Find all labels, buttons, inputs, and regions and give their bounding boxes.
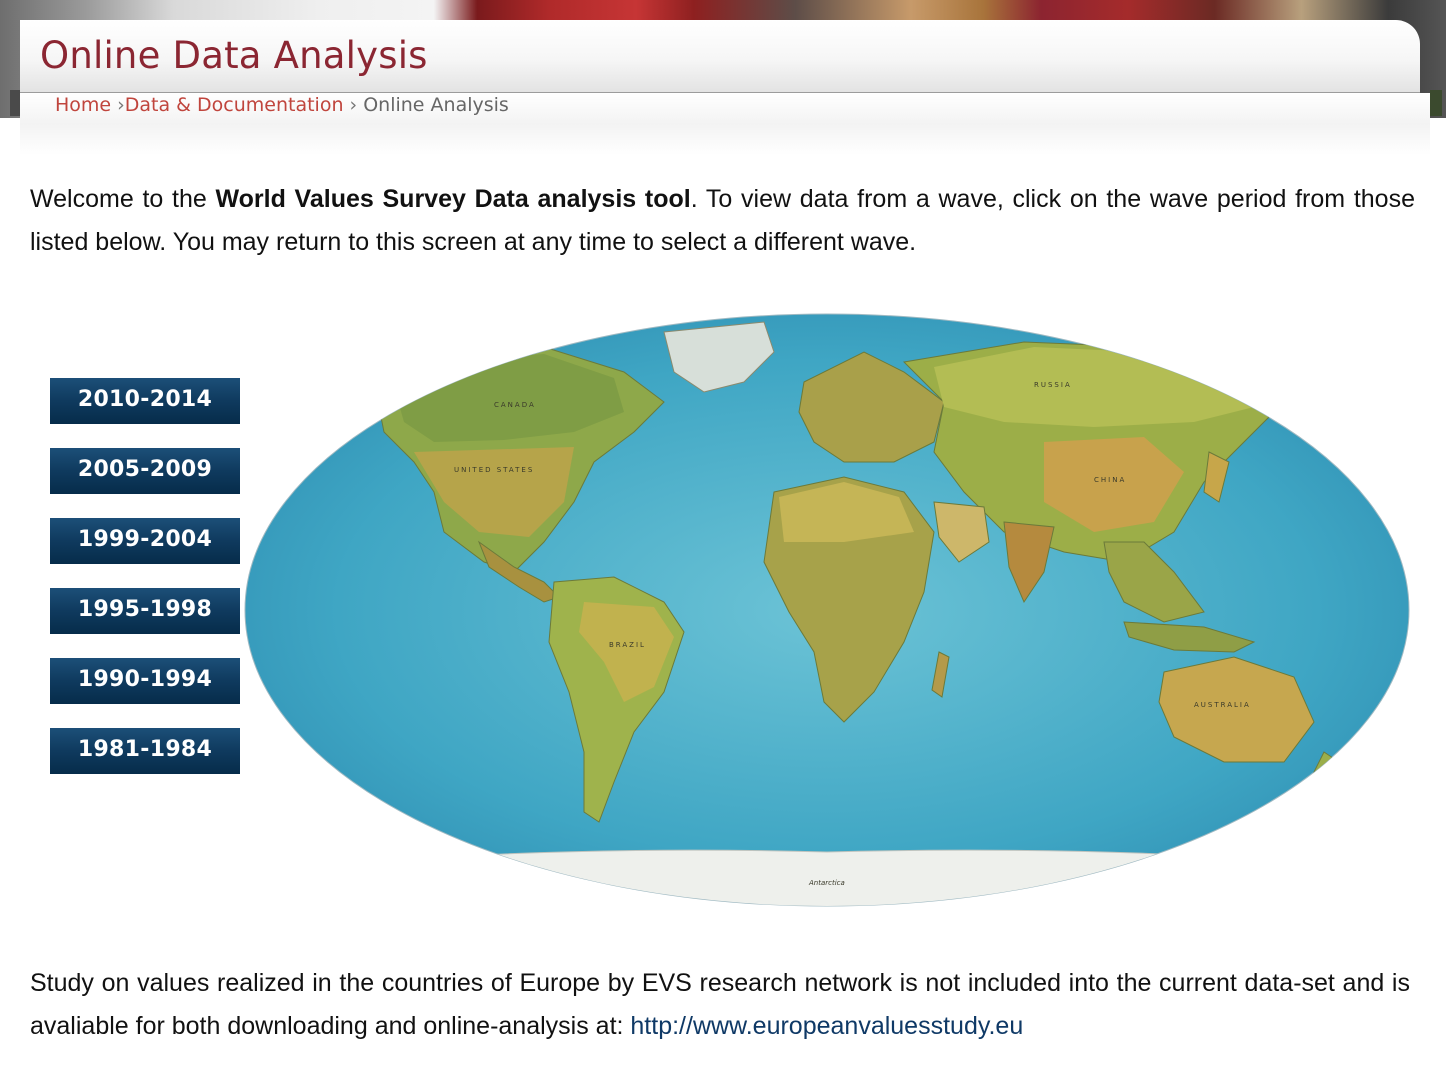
wave-button-list: 2010-2014 2005-2009 1999-2004 1995-1998 … — [50, 378, 240, 798]
wave-button-1995-1998[interactable]: 1995-1998 — [50, 588, 240, 634]
breadcrumb-separator: › — [349, 94, 358, 116]
header-right-accent — [1430, 90, 1442, 116]
wave-button-1999-2004[interactable]: 1999-2004 — [50, 518, 240, 564]
intro-text-end: . To view data from a wave, click on the… — [30, 185, 1415, 256]
australia-shape — [1158, 656, 1315, 763]
intro-paragraph: Welcome to the World Values Survey Data … — [30, 178, 1415, 264]
map-label-antarctica: Antarctica — [808, 879, 845, 887]
china-region — [1044, 437, 1184, 532]
japan-shape — [1203, 451, 1230, 503]
india-shape — [1003, 521, 1055, 604]
world-map-image: CANADA UNITED STATES RUSSIA CHINA BRAZIL… — [244, 313, 1410, 907]
map-label-russia: RUSSIA — [1034, 381, 1072, 389]
intro-text-start: Welcome to the — [30, 185, 216, 213]
map-label-canada: CANADA — [494, 401, 536, 409]
title-panel: Online Data Analysis — [20, 20, 1420, 92]
wave-button-2010-2014[interactable]: 2010-2014 — [50, 378, 240, 424]
indonesia-shape — [1123, 621, 1256, 653]
map-label-usa: UNITED STATES — [454, 466, 534, 474]
map-label-brazil: BRAZIL — [609, 641, 646, 649]
southeast-asia-shape — [1103, 541, 1205, 623]
footer-paragraph: Study on values realized in the countrie… — [30, 962, 1410, 1048]
page-title: Online Data Analysis — [40, 34, 428, 77]
breadcrumb-current: Online Analysis — [363, 94, 509, 116]
russia-region — [934, 347, 1254, 427]
arabia-shape — [933, 501, 990, 563]
intro-tool-name: World Values Survey Data analysis tool — [215, 185, 691, 213]
evs-link[interactable]: http://www.europeanvaluesstudy.eu — [630, 1012, 1024, 1040]
central-america-shape — [477, 540, 560, 603]
breadcrumb-home-link[interactable]: Home — [55, 94, 112, 116]
header-left-accent — [10, 90, 20, 116]
footer-text: Study on values realized in the countrie… — [30, 969, 1410, 1040]
breadcrumb: Home ›Data & Documentation › Online Anal… — [55, 94, 509, 116]
breadcrumb-data-documentation-link[interactable]: Data & Documentation — [124, 94, 344, 116]
breadcrumb-panel: Home ›Data & Documentation › Online Anal… — [20, 93, 1430, 155]
wave-button-2005-2009[interactable]: 2005-2009 — [50, 448, 240, 494]
map-label-australia: AUSTRALIA — [1194, 701, 1251, 709]
brazil-region — [579, 602, 674, 702]
breadcrumb-separator: › — [117, 94, 125, 116]
wave-button-1981-1984[interactable]: 1981-1984 — [50, 728, 240, 774]
africa-north-region — [779, 482, 914, 542]
europe-shape — [798, 351, 945, 463]
wave-button-1990-1994[interactable]: 1990-1994 — [50, 658, 240, 704]
world-map: CANADA UNITED STATES RUSSIA CHINA BRAZIL… — [244, 312, 1410, 908]
map-label-china: CHINA — [1094, 476, 1126, 484]
usa-region — [414, 447, 574, 537]
madagascar-shape — [931, 651, 950, 698]
greenland-shape — [663, 321, 775, 393]
